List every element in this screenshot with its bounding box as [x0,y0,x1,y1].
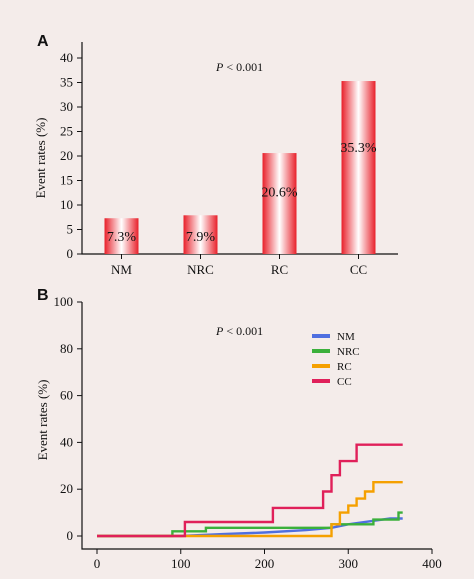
bar-data-label: 35.3% [340,141,377,156]
y-tick-label: 40 [60,50,73,65]
y-tick-label: 20 [60,481,73,496]
x-tick-label: 400 [422,556,442,571]
legend-label: RC [337,361,352,373]
panel-b-y-axis-label: Event rates (%) [35,380,50,461]
y-tick-label: 25 [60,124,73,139]
bar [104,218,139,254]
y-tick-label: 100 [54,294,74,309]
y-tick-label: 5 [67,222,74,237]
bar [262,153,297,254]
panel-a-p-value: P < 0.001 [215,60,263,74]
y-tick-label: 0 [67,528,74,543]
bar-data-label: 20.6% [261,185,298,200]
y-tick-label: 60 [60,388,73,403]
y-tick-label: 35 [60,75,73,90]
panel-b-axes [81,302,432,550]
panel-b: B Event rates (%) P < 0.001 0 20 40 60 80 100… [35,287,442,571]
panel-b-legend: NM NRC RC CC [312,331,360,388]
y-tick-label: 30 [60,99,73,114]
panel-b-letter: B [37,287,49,304]
x-tick-label: 100 [171,556,191,571]
y-tick-label: 80 [60,341,73,356]
bar [183,215,218,254]
x-tick-label: CC [350,262,367,277]
panel-a-y-axis-label: Event rates (%) [33,118,48,199]
series-line-rc [97,481,403,538]
bar [341,81,376,254]
panel-a-letter: A [37,33,49,50]
y-tick-label: 40 [60,434,73,449]
x-tick-label: NM [111,262,132,277]
x-tick-label: RC [271,262,288,277]
legend-label: CC [337,376,352,388]
legend-label: NRC [337,346,360,358]
x-tick-label: NRC [187,262,214,277]
y-tick-label: 10 [60,197,73,212]
panel-a: A Event rates (%) P < 0.001 0 5 10 15 20 25 30… [33,33,398,277]
x-tick-label: 300 [339,556,359,571]
y-tick-label: 20 [60,148,73,163]
panel-b-p-value: P < 0.001 [215,324,263,338]
bar-data-label: 7.9% [186,230,216,245]
x-tick-label: 0 [94,556,101,571]
legend-label: NM [337,331,355,343]
bar-data-label: 7.3% [107,230,137,245]
series-line-cc [97,443,403,538]
y-tick-label: 0 [67,246,74,261]
y-tick-label: 15 [60,173,73,188]
x-tick-label: 200 [255,556,275,571]
